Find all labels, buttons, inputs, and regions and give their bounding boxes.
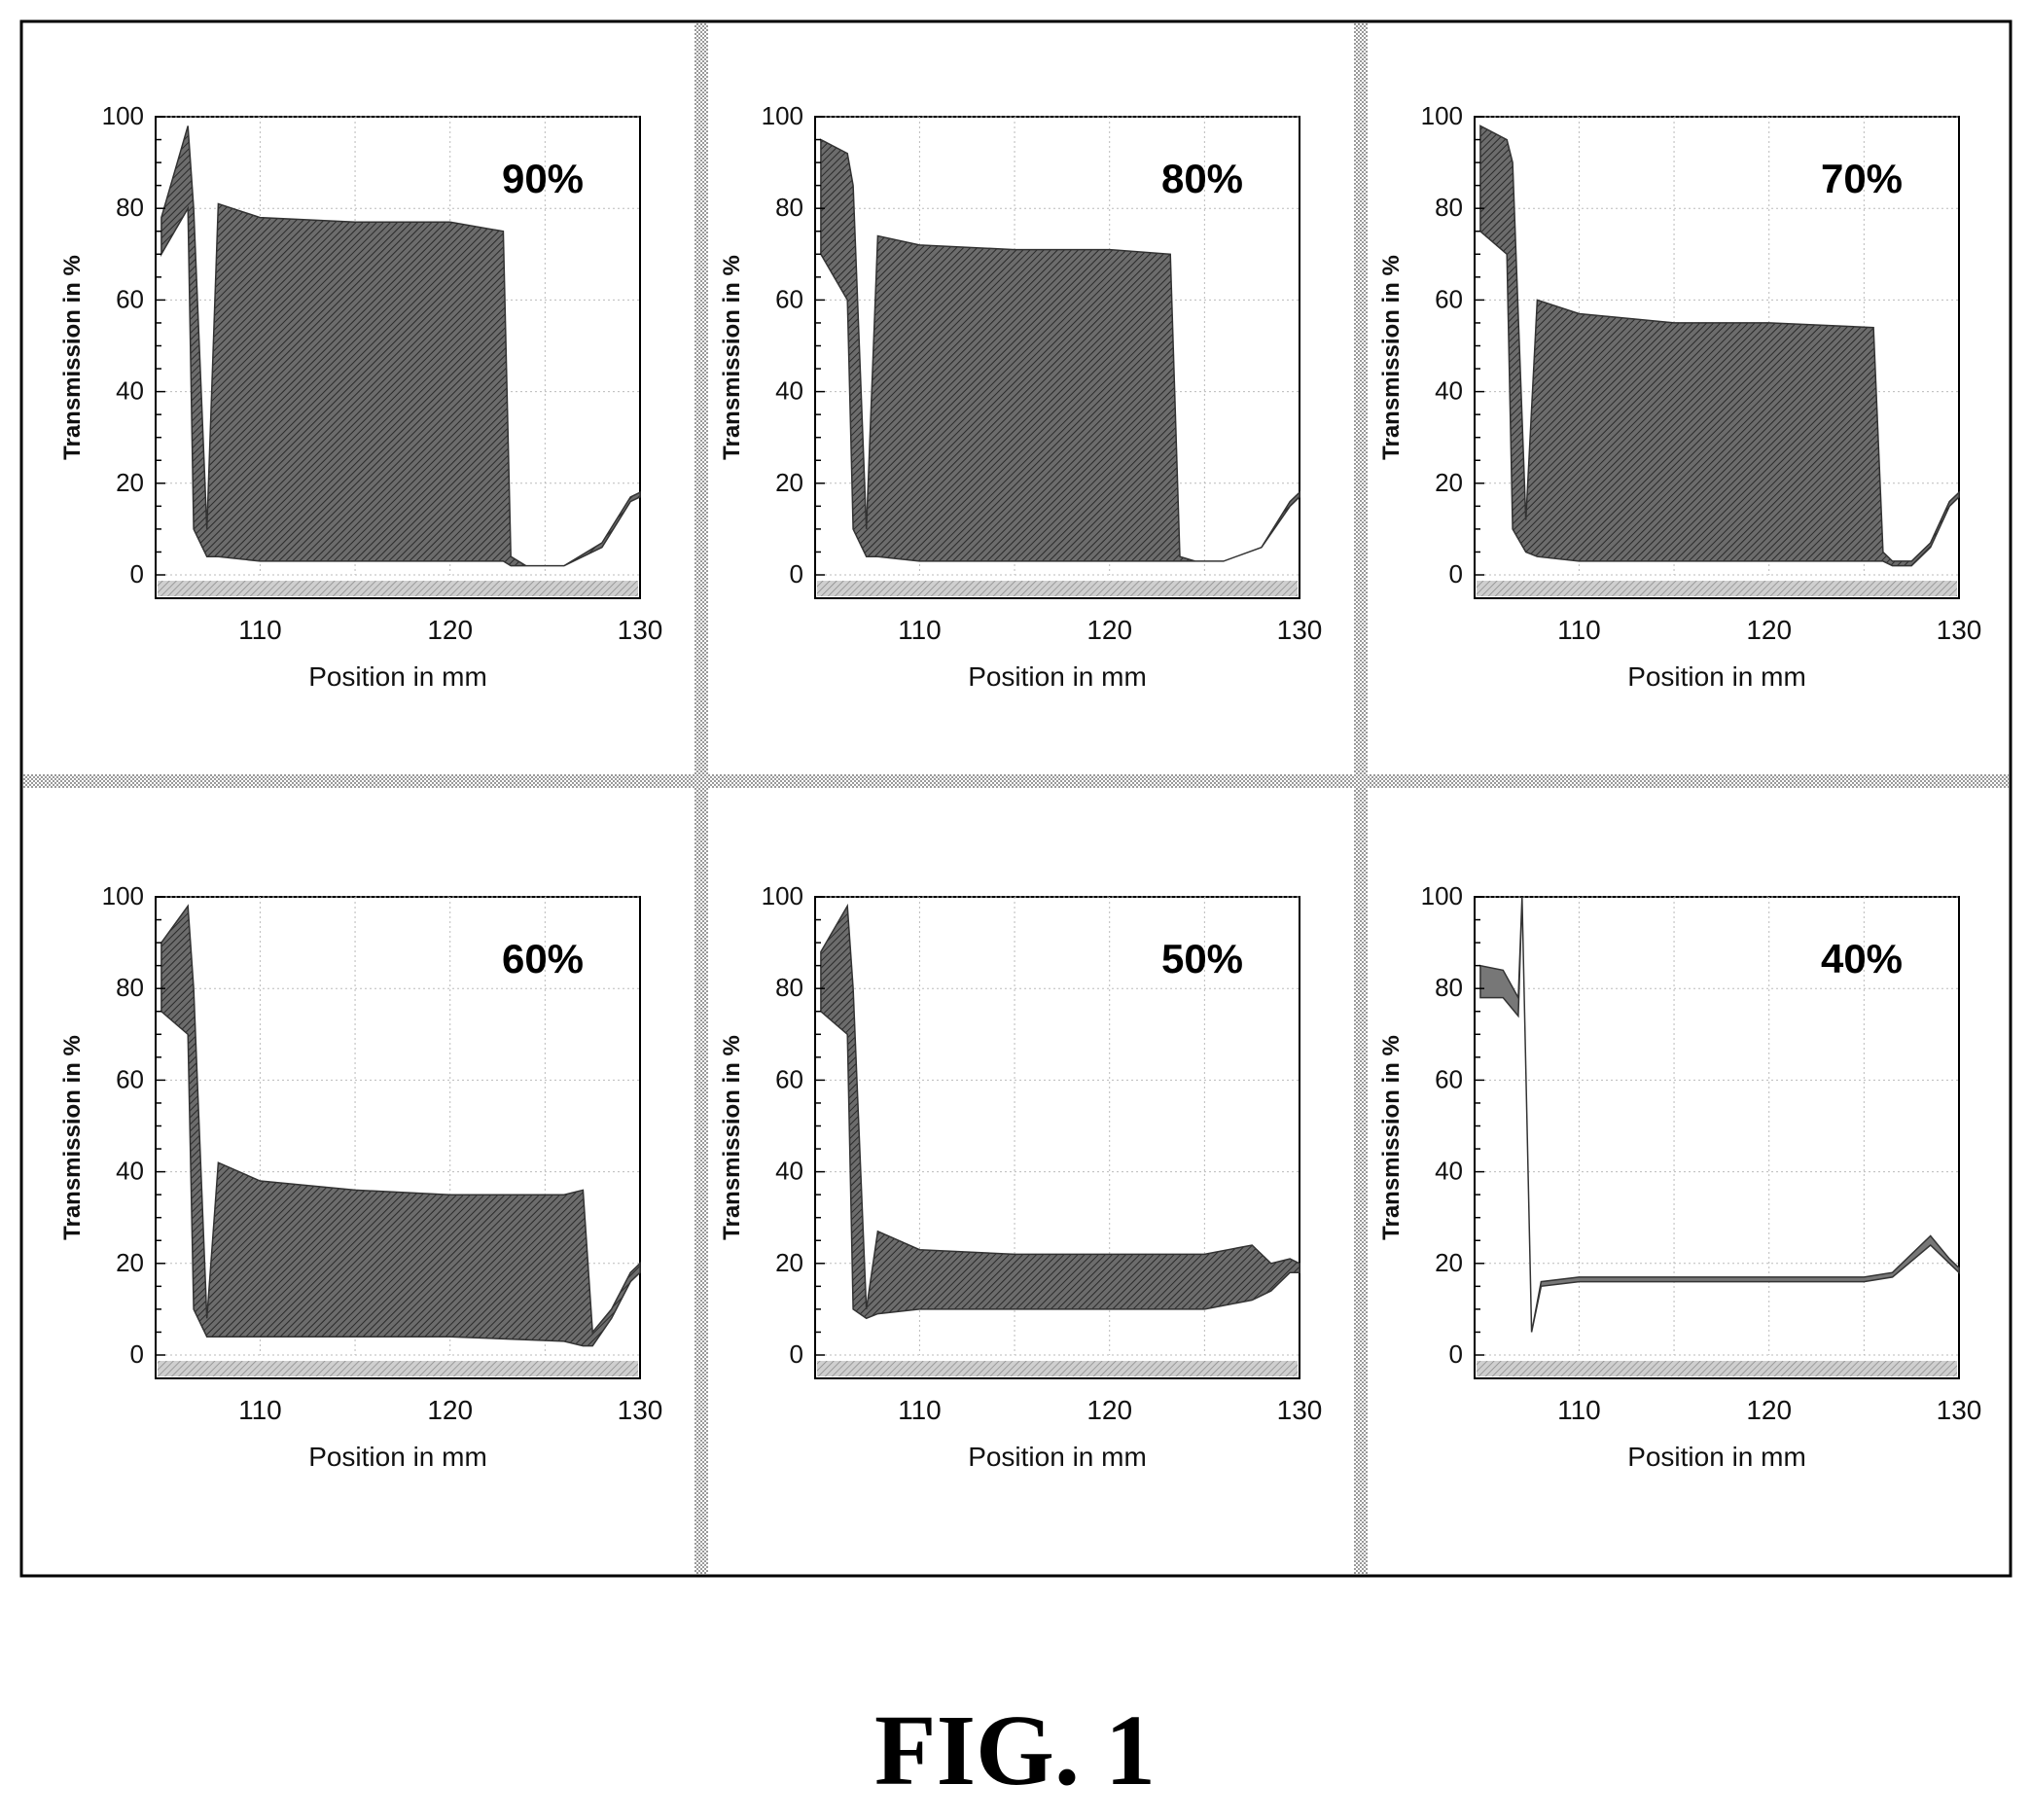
y-tick-label: 80 (116, 973, 144, 1002)
transmission-band (1479, 896, 1960, 1333)
y-tick-label: 0 (790, 559, 803, 589)
y-tick-label: 60 (116, 284, 144, 313)
panel-percentage-label: 50% (1161, 936, 1243, 981)
transmission-band (820, 138, 1300, 562)
x-tick-label: 130 (1937, 615, 1982, 645)
y-tick-label: 60 (775, 1064, 803, 1093)
x-axis-label: Position in mm (1627, 1442, 1806, 1472)
x-axis-label: Position in mm (1627, 661, 1806, 692)
bottom-band (1477, 581, 1957, 596)
chart-panel-3: 0 20 40 60 80 100 110 120 130 Position in mm Trans… (1378, 101, 1981, 692)
y-tick-label: 100 (1421, 101, 1463, 130)
y-axis-label: Transmission in % (59, 1035, 86, 1240)
outer-border (19, 19, 2012, 1578)
transmission-band (1479, 125, 1960, 567)
x-tick-label: 110 (898, 615, 942, 645)
y-tick-label: 60 (1435, 1064, 1463, 1093)
x-tick-label: 130 (1277, 1395, 1323, 1425)
y-tick-label: 40 (116, 1157, 144, 1186)
x-tick-label: 110 (1557, 615, 1601, 645)
panels: 0 20 40 60 80 100 110 120 130 Position in mm Trans… (59, 101, 1981, 1472)
y-tick-label: 0 (130, 1339, 144, 1369)
y-axis-label: Transmission in % (719, 255, 745, 460)
y-tick-label: 0 (1449, 1339, 1463, 1369)
transmission-band (160, 904, 641, 1347)
y-tick-label: 60 (775, 284, 803, 313)
x-axis-label: Position in mm (968, 1442, 1147, 1472)
divider-vertical-2 (1354, 23, 1368, 1574)
x-axis-label: Position in mm (308, 661, 487, 692)
y-tick-label: 80 (775, 973, 803, 1002)
x-tick-label: 130 (1277, 615, 1323, 645)
bottom-band (1477, 1361, 1957, 1376)
transmission-band (820, 903, 1300, 1320)
x-tick-label: 120 (1086, 615, 1132, 645)
y-axis-label: Transmission in % (719, 1035, 745, 1240)
x-tick-label: 130 (618, 1395, 663, 1425)
y-tick-label: 100 (1421, 881, 1463, 910)
y-tick-label: 20 (1435, 1248, 1463, 1277)
x-tick-label: 110 (238, 615, 282, 645)
x-tick-label: 130 (1937, 1395, 1982, 1425)
chart-panel-4: 0 20 40 60 80 100 110 120 130 Position in mm Trans… (59, 881, 662, 1472)
y-tick-label: 40 (1435, 1157, 1463, 1186)
y-tick-label: 100 (762, 101, 803, 130)
x-tick-label: 110 (238, 1395, 282, 1425)
x-axis-label: Position in mm (968, 661, 1147, 692)
y-tick-label: 0 (130, 559, 144, 589)
y-tick-label: 0 (1449, 559, 1463, 589)
x-tick-label: 120 (1086, 1395, 1132, 1425)
y-tick-label: 60 (1435, 284, 1463, 313)
x-tick-label: 130 (618, 615, 663, 645)
y-tick-label: 40 (116, 376, 144, 406)
divider-horizontal (23, 774, 2009, 788)
y-tick-label: 100 (102, 101, 144, 130)
figure-caption: FIG. 1 (874, 1695, 1156, 1806)
x-tick-label: 110 (1557, 1395, 1601, 1425)
panel-percentage-label: 60% (502, 936, 584, 981)
y-axis-label: Transmission in % (1378, 1035, 1405, 1240)
x-tick-label: 110 (898, 1395, 942, 1425)
y-tick-label: 20 (775, 1248, 803, 1277)
bottom-band (158, 581, 638, 596)
y-tick-label: 100 (102, 881, 144, 910)
panel-percentage-label: 70% (1821, 156, 1903, 201)
panel-percentage-label: 40% (1821, 936, 1903, 981)
divider-vertical-1 (694, 23, 708, 1574)
y-tick-label: 80 (775, 193, 803, 222)
y-tick-label: 60 (116, 1064, 144, 1093)
y-tick-label: 80 (1435, 973, 1463, 1002)
x-tick-label: 120 (1746, 615, 1792, 645)
chart-panel-2: 0 20 40 60 80 100 110 120 130 Position in mm Trans… (719, 101, 1322, 692)
y-tick-label: 80 (1435, 193, 1463, 222)
y-axis-label: Transmission in % (59, 255, 86, 460)
plot-area (1474, 896, 1960, 1379)
y-tick-label: 20 (775, 468, 803, 497)
bottom-band (817, 581, 1298, 596)
panel-percentage-label: 80% (1161, 156, 1243, 201)
chart-panel-1: 0 20 40 60 80 100 110 120 130 Position in mm Trans… (59, 101, 662, 692)
y-tick-label: 100 (762, 881, 803, 910)
x-tick-label: 120 (427, 1395, 473, 1425)
bottom-band (817, 1361, 1298, 1376)
y-tick-label: 40 (1435, 376, 1463, 406)
y-tick-label: 40 (775, 376, 803, 406)
transmission-band (160, 125, 641, 567)
x-tick-label: 120 (427, 615, 473, 645)
y-tick-label: 20 (116, 468, 144, 497)
chart-panel-6: 0 20 40 60 80 100 110 120 130 Position in mm Trans… (1378, 881, 1981, 1472)
y-tick-label: 80 (116, 193, 144, 222)
bottom-band (158, 1361, 638, 1376)
y-tick-label: 20 (116, 1248, 144, 1277)
panel-percentage-label: 90% (502, 156, 584, 201)
x-axis-label: Position in mm (308, 1442, 487, 1472)
y-tick-label: 0 (790, 1339, 803, 1369)
y-tick-label: 40 (775, 1157, 803, 1186)
y-tick-label: 20 (1435, 468, 1463, 497)
y-axis-label: Transmission in % (1378, 255, 1405, 460)
x-tick-label: 120 (1746, 1395, 1792, 1425)
chart-panel-5: 0 20 40 60 80 100 110 120 130 Position in mm Trans… (719, 881, 1322, 1472)
